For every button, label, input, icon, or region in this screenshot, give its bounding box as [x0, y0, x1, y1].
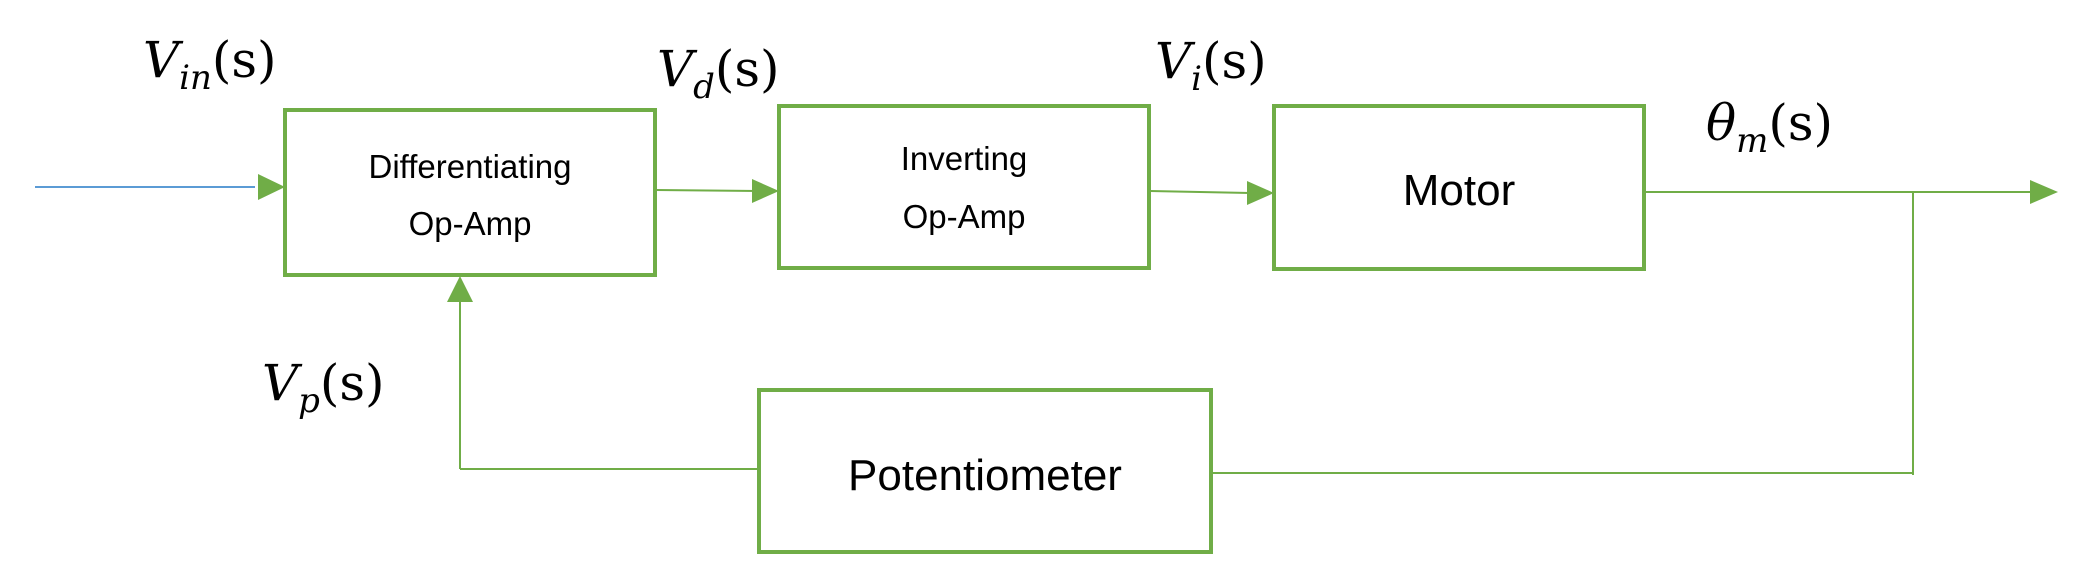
potentiometer-label: Potentiometer	[848, 451, 1122, 500]
signal-theta-m-label: θm(s)	[1706, 94, 1833, 161]
signal-vp-label: Vp(s)	[262, 354, 385, 421]
signal-vd-label: Vd(s)	[657, 40, 780, 107]
wire-diff-to-inverting	[655, 189, 759, 192]
potentiometer-block: Potentiometer	[757, 388, 1213, 554]
differentiating-label-line1: Differentiating	[368, 148, 571, 185]
motor-label: Motor	[1403, 166, 1515, 215]
signal-vin-label: Vin(s)	[143, 31, 277, 98]
potentiometer-box	[757, 388, 1213, 554]
inverting-label-line1: Inverting	[901, 140, 1028, 177]
inverting-label-line2: Op-Amp	[903, 198, 1026, 235]
arrow-to-inverting-icon	[752, 179, 779, 203]
differentiating-op-amp-box	[283, 108, 657, 277]
differentiating-op-amp-block: Differentiating Op-Amp	[283, 108, 657, 277]
signal-vi-label: Vi(s)	[1155, 32, 1267, 99]
inverting-op-amp-box	[777, 104, 1151, 270]
output-arrow-icon	[2030, 180, 2058, 204]
motor-block: Motor	[1272, 104, 1646, 271]
differentiating-label-line2: Op-Amp	[409, 205, 532, 242]
input-arrow-icon	[258, 174, 285, 200]
arrow-to-motor-icon	[1247, 181, 1274, 205]
inverting-op-amp-block: Inverting Op-Amp	[777, 104, 1151, 270]
wire-inverting-to-motor	[1149, 190, 1251, 194]
feedback-arrow-icon	[447, 276, 473, 302]
motor-box	[1272, 104, 1646, 271]
